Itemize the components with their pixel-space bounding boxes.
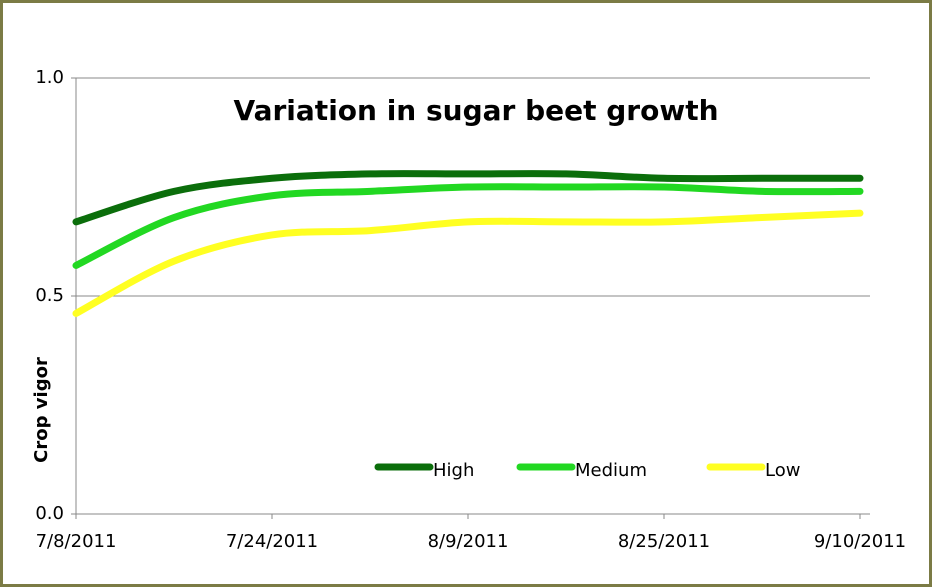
x-tick-label: 8/9/2011 — [428, 531, 509, 552]
legend-label: Low — [765, 460, 800, 481]
y-axis-label: Crop vigor — [31, 357, 52, 463]
x-tick-label: 7/24/2011 — [226, 531, 318, 552]
y-tick-label: 0.0 — [35, 503, 64, 524]
line-series — [72, 170, 864, 226]
line-series — [72, 209, 864, 317]
line-series — [72, 183, 864, 269]
x-tick-label: 9/10/2011 — [814, 531, 906, 552]
y-tick-label: 1.0 — [35, 67, 64, 88]
x-tick-label: 8/25/2011 — [618, 531, 710, 552]
legend-label: High — [433, 460, 474, 481]
legend-label: Medium — [575, 460, 647, 481]
x-tick-label: 7/8/2011 — [36, 531, 117, 552]
chart-title: Variation in sugar beet growth — [233, 94, 718, 127]
y-tick-label: 0.5 — [35, 285, 64, 306]
